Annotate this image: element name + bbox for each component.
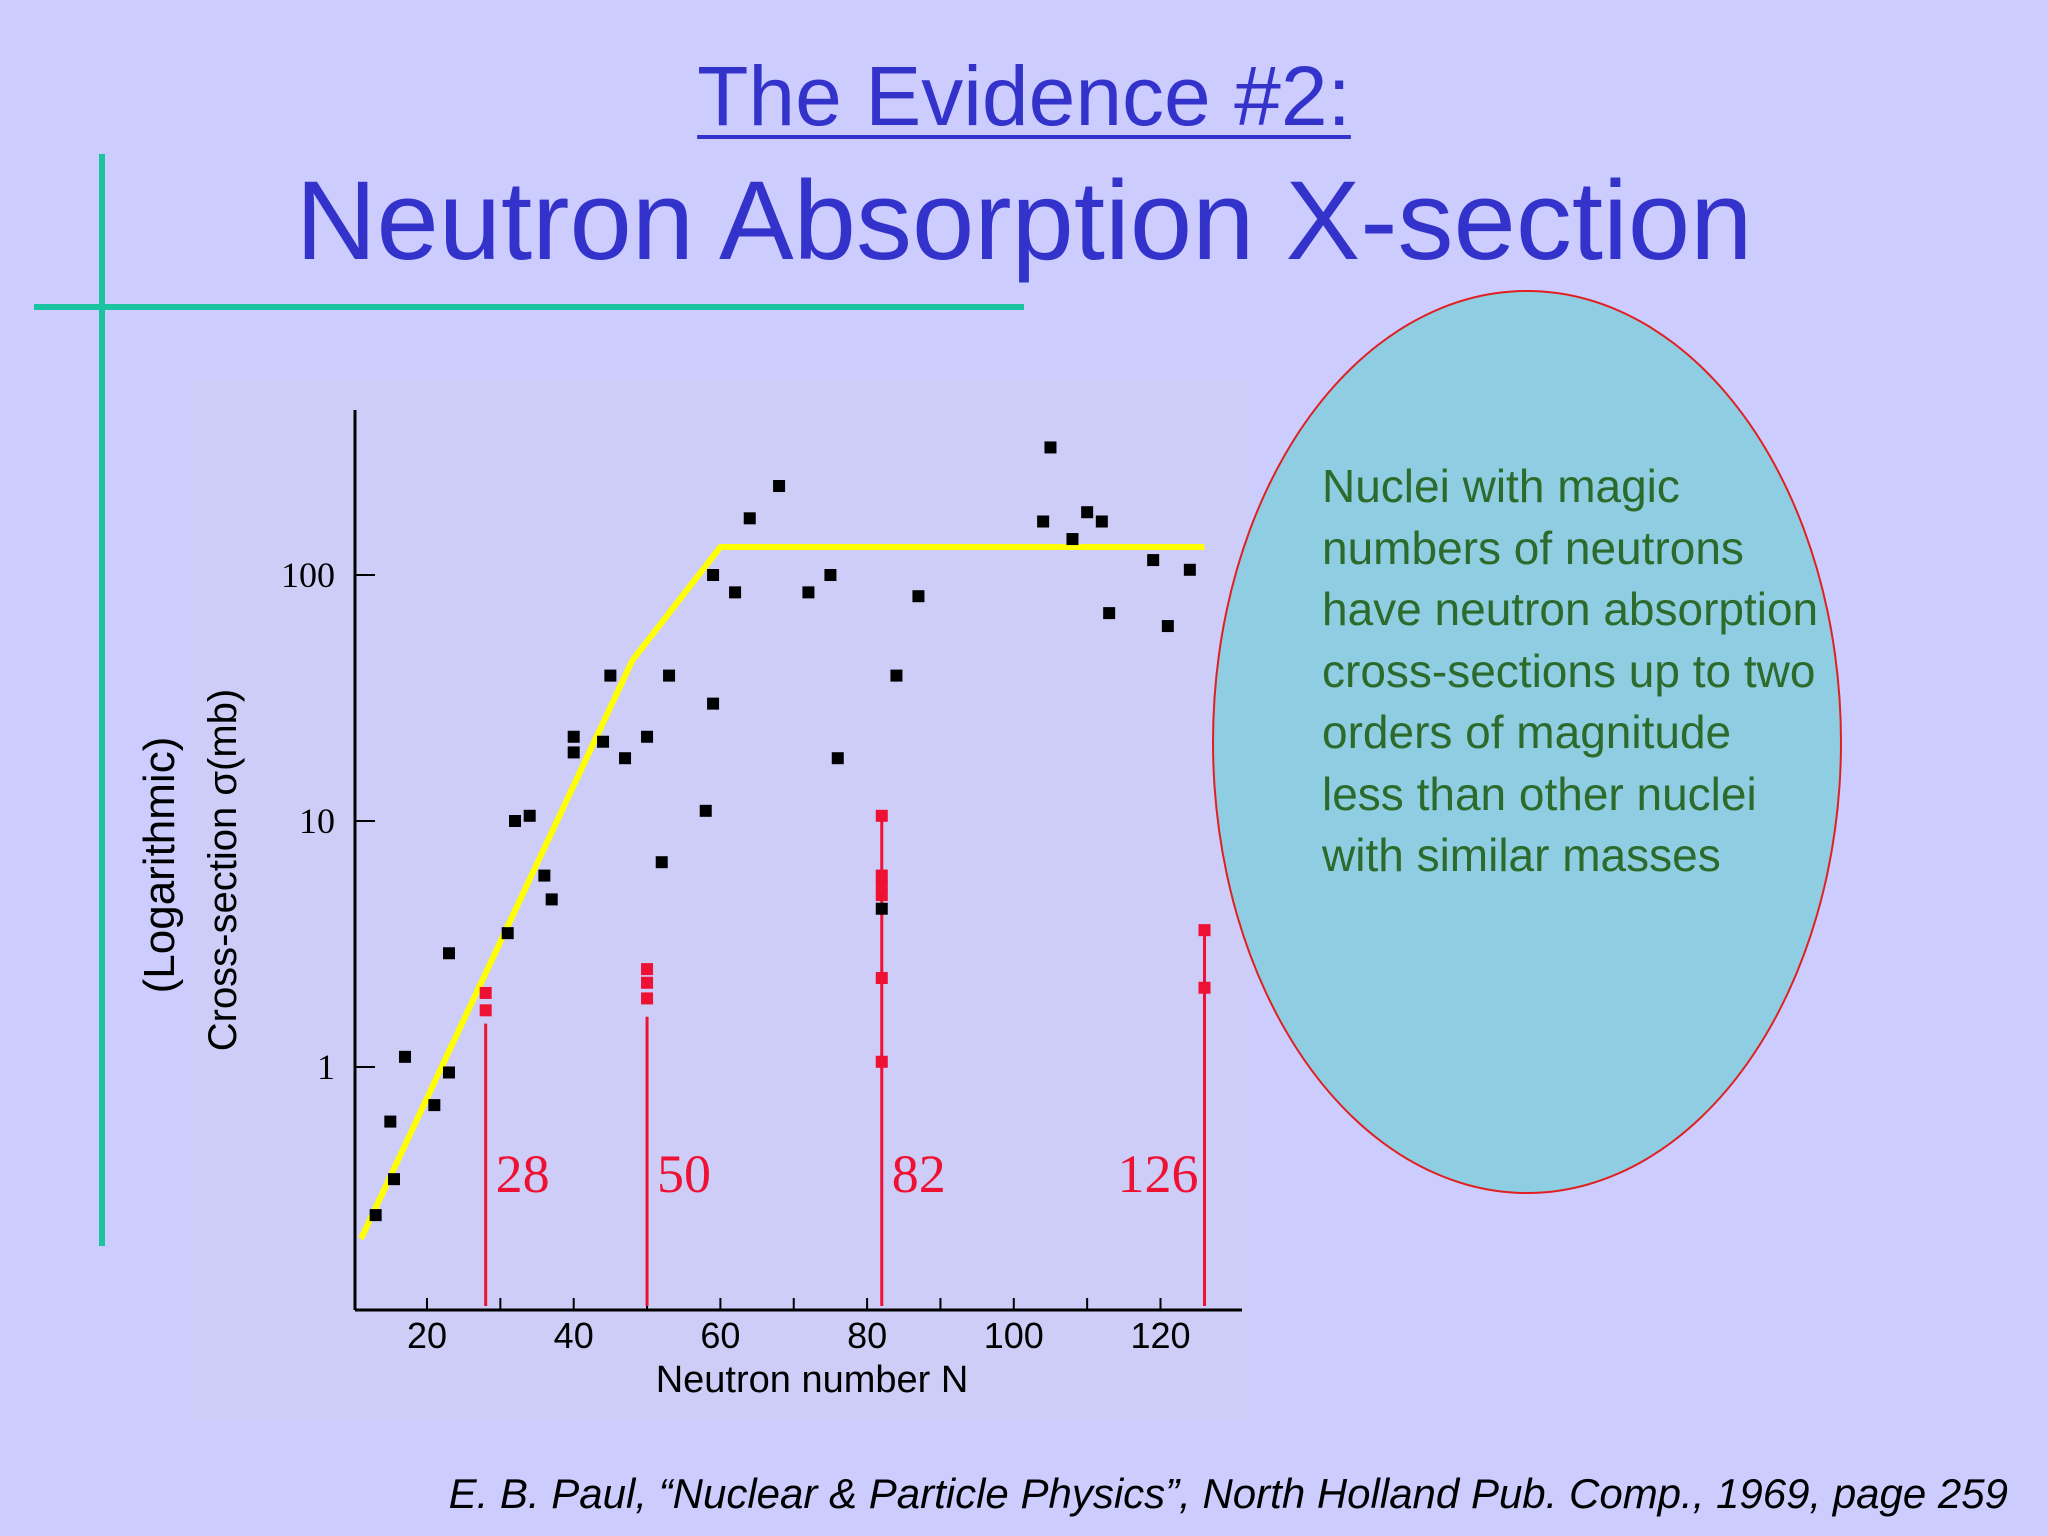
data-point [1183, 563, 1196, 576]
trend-line [358, 544, 1205, 1241]
magic-data-point [641, 992, 654, 1005]
slide-subtitle: Neutron Absorption X-section [295, 158, 1753, 283]
magic-data-point [875, 972, 888, 985]
data-point [443, 947, 456, 960]
data-point [1081, 506, 1094, 519]
magic-number-label: 82 [892, 1144, 946, 1204]
x-tick-label: 20 [407, 1315, 447, 1356]
magic-data-point [875, 1055, 888, 1068]
decor-vertical-line [99, 154, 105, 1246]
x-tick-label: 100 [984, 1315, 1044, 1356]
data-point [699, 804, 712, 817]
data-point [604, 669, 617, 682]
magic-number-label: 28 [496, 1144, 550, 1204]
x-tick-label: 40 [554, 1315, 594, 1356]
data-point [743, 512, 756, 525]
trend-line-group [358, 544, 1205, 1241]
data-point [398, 1050, 411, 1063]
x-tick-label: 120 [1130, 1315, 1190, 1356]
data-point [567, 746, 580, 759]
data-point [545, 893, 558, 906]
data-point [384, 1115, 397, 1128]
data-point [729, 586, 742, 599]
magic-number-label: 126 [1118, 1144, 1199, 1204]
data-point [707, 569, 720, 581]
data-point [831, 752, 844, 765]
magic-data-point [1198, 981, 1211, 994]
y-tick-label: 1 [317, 1047, 335, 1087]
data-point [428, 1099, 441, 1112]
x-axis-label: Neutron number N [656, 1359, 969, 1401]
data-point [1066, 533, 1079, 546]
callout-ellipse [1212, 290, 1842, 1194]
data-point [443, 1066, 456, 1079]
magic-data-point [1198, 924, 1211, 937]
data-point [663, 669, 676, 682]
data-point [597, 735, 610, 748]
data-point [912, 590, 925, 603]
decor-horizontal-line [34, 304, 1024, 310]
magic-number-group: 28 50 82 126 [484, 815, 1207, 1306]
magic-data-point [875, 809, 888, 822]
y-tick-label: 100 [281, 555, 335, 595]
data-point [523, 809, 536, 822]
data-point [1044, 441, 1057, 454]
magic-data-point [875, 878, 888, 891]
data-point [619, 752, 632, 765]
data-point [1161, 620, 1174, 633]
x-tick-label: 60 [700, 1315, 740, 1356]
magic-data-point [641, 963, 654, 976]
magic-data-point [479, 1004, 492, 1017]
data-point [802, 586, 815, 599]
data-point [707, 697, 720, 710]
data-point [1095, 515, 1108, 528]
data-point [1037, 515, 1050, 528]
data-point [387, 1173, 400, 1186]
data-point [509, 815, 522, 827]
data-point [641, 730, 654, 743]
data-point [501, 927, 514, 940]
data-point [369, 1209, 382, 1222]
chart-panel: 20 40 60 80 100 120 1 10 100 28 50 82 126 Cross-sec… [190, 380, 1250, 1420]
citation: E. B. Paul, “Nuclear & Particle Physics”… [448, 1470, 2008, 1517]
magic-data-point [641, 976, 654, 989]
callout-text: Nuclei with magic numbers of neutrons ha… [1322, 460, 1819, 881]
slide-title: The Evidence #2: [697, 49, 1351, 143]
data-point [1103, 607, 1116, 620]
x-tick-label: 80 [847, 1315, 887, 1356]
data-point [890, 669, 903, 682]
data-point [538, 869, 551, 882]
magic-data-point [875, 869, 888, 882]
data-point [875, 902, 888, 915]
magic-data-point [479, 986, 492, 999]
data-points-group [369, 441, 1211, 1222]
magic-data-point [875, 889, 888, 902]
data-point [773, 480, 786, 493]
data-point [824, 569, 837, 581]
magic-number-label: 50 [657, 1144, 711, 1204]
log-scale-label: (Logarithmic) [135, 736, 184, 994]
data-point [567, 730, 580, 743]
y-axis-label: Cross-section σ(mb) [201, 689, 245, 1052]
data-point [1147, 554, 1160, 567]
data-point [655, 856, 668, 869]
y-tick-label: 10 [299, 801, 335, 841]
